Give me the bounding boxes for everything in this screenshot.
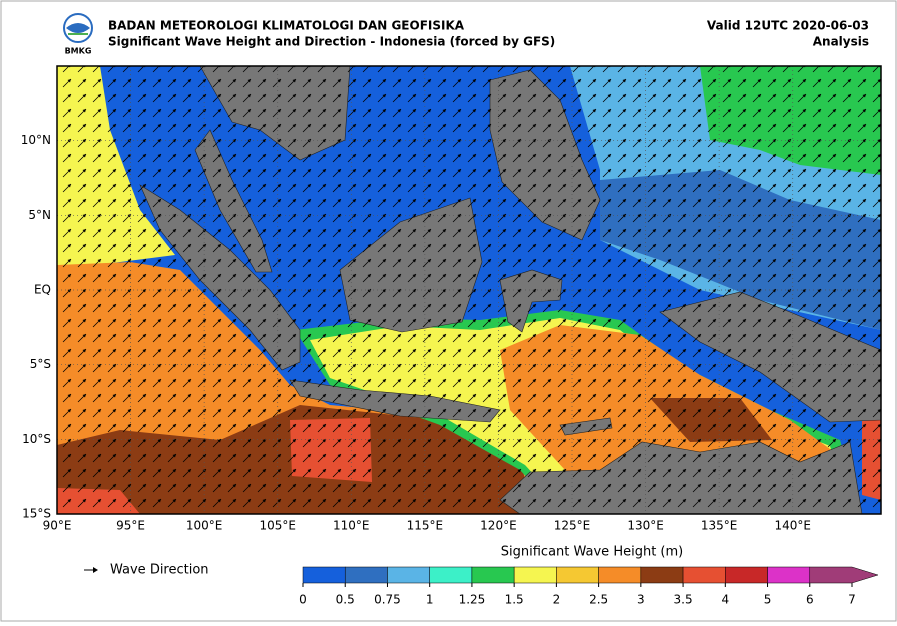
lon-label: 110°E — [333, 519, 370, 533]
colorbar-tick-label: 1 — [426, 593, 434, 607]
colorbar-tick-label: 1.25 — [459, 593, 486, 607]
colorbar-bin — [429, 566, 473, 584]
lon-label: 95°E — [116, 519, 145, 533]
colorbar-bin — [471, 566, 515, 584]
colorbar-bin — [556, 566, 599, 584]
subtitle: Significant Wave Height and Direction - … — [108, 35, 555, 49]
direction-legend — [84, 567, 98, 573]
colorbar-bin — [513, 566, 557, 584]
lon-label: 100°E — [186, 519, 223, 533]
lat-label: 10°S — [22, 432, 51, 446]
lat-label: 10°N — [21, 133, 51, 147]
colorbar-bin — [598, 566, 642, 584]
organization: BADAN METEOROLOGI KLIMATOLOGI DAN GEOFIS… — [108, 19, 465, 33]
lon-label: 90°E — [43, 519, 72, 533]
colorbar-tick-label: 1.5 — [505, 593, 524, 607]
colorbar-tick-label: 7 — [848, 593, 856, 607]
lon-label: 115°E — [407, 519, 444, 533]
status: Analysis — [813, 35, 869, 49]
lat-label: EQ — [34, 283, 51, 297]
lat-label: 5°N — [28, 208, 51, 222]
lat-label: 5°S — [30, 357, 51, 371]
colorbar-tick-label: 5 — [764, 593, 772, 607]
colorbar-bin — [809, 566, 879, 584]
colorbar-tick-label: 0 — [299, 593, 307, 607]
colorbar-bin — [640, 566, 684, 584]
colorbar-tick-label: 3 — [637, 593, 645, 607]
colorbar-tick-label: 2 — [553, 593, 561, 607]
colorbar-bin — [344, 566, 388, 584]
lat-label: 15°S — [22, 507, 51, 521]
colorbar-bin — [767, 566, 811, 584]
logo — [63, 13, 93, 43]
graticule — [57, 66, 881, 514]
colorbar-tick-label: 6 — [806, 593, 814, 607]
colorbar-bin — [302, 566, 346, 584]
lon-label: 125°E — [554, 519, 591, 533]
colorbar-tick-label: 4 — [721, 593, 729, 607]
colorbar-title: Significant Wave Height (m) — [501, 545, 683, 560]
map — [57, 66, 881, 514]
valid-time: Valid 12UTC 2020-06-03 — [707, 19, 869, 33]
colorbar-bin — [682, 566, 726, 584]
lon-label: 120°E — [480, 519, 517, 533]
logo-text: BMKG — [65, 47, 92, 56]
lon-label: 105°E — [259, 519, 296, 533]
colorbar-tick-label: 2.5 — [589, 593, 608, 607]
colorbar-tick-label: 0.75 — [374, 593, 401, 607]
map-frame — [56, 65, 882, 515]
colorbar-tick-label: 0.5 — [336, 593, 355, 607]
lon-label: 135°E — [701, 519, 738, 533]
colorbar-bin — [725, 566, 768, 584]
colorbar-bin — [387, 566, 430, 584]
lon-label: 140°E — [774, 519, 811, 533]
direction-label: Wave Direction — [110, 563, 209, 578]
lon-label: 130°E — [627, 519, 664, 533]
colorbar-tick-label: 3.5 — [674, 593, 693, 607]
